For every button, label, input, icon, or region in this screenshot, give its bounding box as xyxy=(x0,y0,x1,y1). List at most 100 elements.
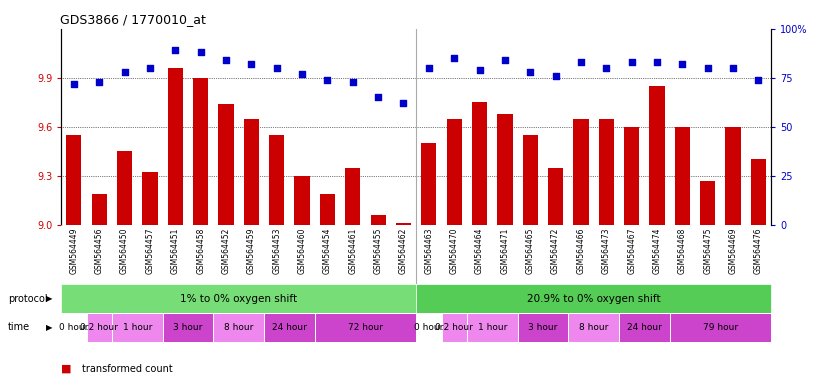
Point xyxy=(346,79,359,85)
Text: GSM564471: GSM564471 xyxy=(500,228,509,274)
Bar xyxy=(568,313,619,342)
Text: GSM564454: GSM564454 xyxy=(323,228,332,274)
Bar xyxy=(345,167,361,225)
Text: GSM564465: GSM564465 xyxy=(526,228,534,274)
Text: 0.2 hour: 0.2 hour xyxy=(435,323,473,332)
Text: transformed count: transformed count xyxy=(82,364,172,374)
Bar xyxy=(675,127,690,225)
Bar xyxy=(61,313,86,342)
Bar xyxy=(497,114,512,225)
Text: GSM564453: GSM564453 xyxy=(273,228,282,274)
Bar xyxy=(117,151,132,225)
Point xyxy=(245,61,258,67)
Bar xyxy=(751,159,766,225)
Point xyxy=(625,59,638,65)
Point xyxy=(549,73,562,79)
Text: 0 hour: 0 hour xyxy=(60,323,89,332)
Bar xyxy=(446,119,462,225)
Bar xyxy=(213,313,264,342)
Text: GSM564450: GSM564450 xyxy=(120,228,129,274)
Text: GSM564468: GSM564468 xyxy=(678,228,687,274)
Point xyxy=(448,55,461,61)
Bar xyxy=(162,313,213,342)
Text: GSM564461: GSM564461 xyxy=(348,228,357,274)
Point xyxy=(600,65,613,71)
Text: GSM564472: GSM564472 xyxy=(551,228,560,274)
Bar xyxy=(599,119,614,225)
Bar xyxy=(219,104,233,225)
Bar xyxy=(700,180,716,225)
Bar xyxy=(624,127,639,225)
Text: GSM564466: GSM564466 xyxy=(576,228,585,274)
Text: GSM564458: GSM564458 xyxy=(196,228,205,274)
Text: GSM564474: GSM564474 xyxy=(653,228,662,274)
Text: 8 hour: 8 hour xyxy=(224,323,253,332)
Point xyxy=(726,65,739,71)
Text: GSM564467: GSM564467 xyxy=(628,228,636,274)
Bar xyxy=(416,284,771,313)
Point xyxy=(169,47,182,53)
Bar xyxy=(295,175,309,225)
Text: 1 hour: 1 hour xyxy=(477,323,507,332)
Bar xyxy=(244,119,259,225)
Text: ▶: ▶ xyxy=(46,323,52,332)
Bar xyxy=(517,313,568,342)
Bar xyxy=(61,284,416,313)
Bar xyxy=(441,313,467,342)
Text: GSM564463: GSM564463 xyxy=(424,228,433,274)
Text: GSM564460: GSM564460 xyxy=(298,228,307,274)
Text: GSM564464: GSM564464 xyxy=(475,228,484,274)
Point xyxy=(524,69,537,75)
Text: ■: ■ xyxy=(61,364,72,374)
Text: GSM564451: GSM564451 xyxy=(171,228,180,274)
Text: GSM564473: GSM564473 xyxy=(602,228,611,274)
Bar xyxy=(112,313,162,342)
Point xyxy=(144,65,157,71)
Text: GSM564455: GSM564455 xyxy=(374,228,383,274)
Point xyxy=(93,79,106,85)
Text: 8 hour: 8 hour xyxy=(579,323,608,332)
Point xyxy=(423,65,436,71)
Point xyxy=(650,59,663,65)
Bar xyxy=(650,86,664,225)
Text: 0 hour: 0 hour xyxy=(415,323,444,332)
Text: 20.9% to 0% oxygen shift: 20.9% to 0% oxygen shift xyxy=(527,293,660,304)
Bar xyxy=(467,313,517,342)
Point xyxy=(499,57,512,63)
Bar xyxy=(193,78,208,225)
Point xyxy=(270,65,283,71)
Bar xyxy=(142,172,157,225)
Point xyxy=(574,59,588,65)
Point xyxy=(397,100,410,106)
Point xyxy=(676,61,689,67)
Text: GDS3866 / 1770010_at: GDS3866 / 1770010_at xyxy=(60,13,206,26)
Text: 1% to 0% oxygen shift: 1% to 0% oxygen shift xyxy=(180,293,297,304)
Bar xyxy=(416,313,441,342)
Bar xyxy=(168,68,183,225)
Bar xyxy=(574,119,588,225)
Text: 1 hour: 1 hour xyxy=(122,323,152,332)
Text: GSM564469: GSM564469 xyxy=(729,228,738,274)
Bar xyxy=(421,143,437,225)
Bar xyxy=(264,313,315,342)
Text: GSM564476: GSM564476 xyxy=(754,228,763,274)
Bar xyxy=(370,215,386,225)
Text: 24 hour: 24 hour xyxy=(272,323,307,332)
Bar xyxy=(86,313,112,342)
Text: GSM564452: GSM564452 xyxy=(221,228,230,274)
Bar xyxy=(725,127,741,225)
Bar xyxy=(396,223,411,225)
Text: 3 hour: 3 hour xyxy=(528,323,557,332)
Point xyxy=(473,67,486,73)
Point xyxy=(371,94,384,101)
Bar xyxy=(91,194,107,225)
Bar xyxy=(66,135,82,225)
Point xyxy=(220,57,233,63)
Bar xyxy=(472,102,487,225)
Point xyxy=(752,77,765,83)
Text: 24 hour: 24 hour xyxy=(627,323,662,332)
Text: 0.2 hour: 0.2 hour xyxy=(80,323,118,332)
Bar xyxy=(670,313,771,342)
Bar xyxy=(269,135,284,225)
Point xyxy=(321,77,334,83)
